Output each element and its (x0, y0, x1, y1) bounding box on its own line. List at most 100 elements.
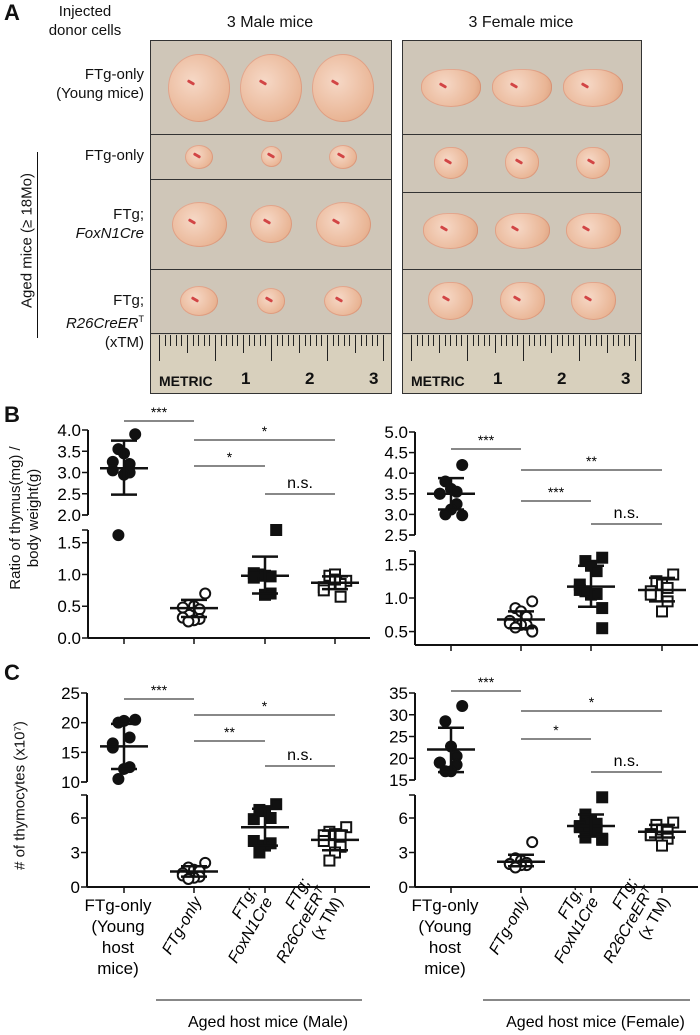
panel-b-letter: B (4, 402, 20, 427)
x-tick-label: FTg-only (159, 894, 206, 958)
data-point (456, 700, 469, 713)
row-label-line: FTg; (113, 206, 144, 223)
data-point (247, 571, 260, 584)
x-tick-label: (Young (418, 917, 471, 936)
data-point (526, 836, 539, 849)
photo-row (403, 192, 641, 270)
thymus-specimen (428, 282, 474, 320)
y-tick-label: 0 (71, 878, 80, 897)
data-point (661, 581, 674, 594)
x-tick-label: (Young (91, 917, 144, 936)
photo-row (151, 41, 391, 135)
ruler-mark: 1 (241, 369, 251, 388)
thymus-specimen (576, 147, 611, 179)
y-tick-label: 2.5 (384, 526, 408, 545)
y-tick-label: 3 (71, 844, 80, 863)
data-point (656, 605, 668, 618)
data-point (247, 813, 260, 826)
y-tick-label: 0.0 (57, 629, 81, 648)
ruler-mark: 2 (305, 369, 315, 388)
data-point (112, 773, 125, 786)
data-point (334, 590, 347, 603)
y-tick-label: 0 (399, 878, 408, 897)
y-tick-label: 2.5 (57, 485, 81, 504)
y-tick-label: 25 (389, 728, 408, 747)
photo-row (403, 134, 641, 193)
thymus-specimen (171, 201, 227, 247)
thymus-specimen (329, 144, 357, 169)
y-tick-label: 3.5 (384, 485, 408, 504)
x-tick-label: FTg-only (486, 894, 533, 958)
significance-label: * (262, 698, 268, 714)
data-point (112, 529, 125, 542)
data-point (264, 812, 277, 824)
donor-cells-header: Injected donor cells (48, 3, 122, 39)
thymus-specimen (433, 147, 468, 179)
x-tick-label: host (102, 938, 134, 957)
data-point (199, 587, 212, 600)
data-point (193, 603, 206, 616)
thymus-specimen (563, 68, 624, 107)
y-tick-label: 1.5 (384, 555, 408, 574)
ruler-mark: 2 (557, 369, 567, 388)
x-tick-label: mice) (424, 959, 466, 978)
data-point (253, 846, 266, 859)
data-point (106, 464, 119, 477)
y-tick-label: 15 (389, 771, 408, 790)
photo-row (151, 134, 391, 180)
y-tick-label: 4.5 (384, 444, 408, 463)
x-tick-label: host (429, 938, 461, 957)
chart-C-female: 1520253035036*****n.s.FTg-only(Younghost… (389, 674, 698, 1031)
y-tick-label: 4.0 (384, 464, 408, 483)
thymus-specimen (256, 288, 286, 314)
data-point (656, 839, 668, 852)
ruler-metric-label: METRIC (411, 373, 465, 389)
aged-bracket-line (37, 152, 38, 338)
data-point (323, 854, 336, 867)
y-tick-label: 0.5 (384, 623, 408, 642)
thymus-specimen (315, 201, 371, 247)
data-point (456, 509, 469, 522)
data-point (123, 731, 136, 744)
row-label-line: FTg; (113, 292, 144, 309)
significance-label: * (589, 694, 595, 710)
significance-label: n.s. (287, 747, 313, 764)
x-tick-label: mice) (97, 959, 139, 978)
thymus-specimen (180, 286, 218, 316)
thymus-specimen (324, 286, 362, 316)
row-label-line: R26CreER (65, 315, 139, 332)
x-tick-label: FTg-only (84, 896, 152, 915)
significance-label: * (262, 423, 268, 439)
male-column-header: 3 Male mice (226, 14, 314, 31)
aged-group-label: Aged host mice (Male) (188, 1014, 348, 1031)
row-label-aged-ftg-only: FTg-only (20, 146, 144, 165)
data-point (450, 485, 463, 498)
row-label-line: (Young mice) (56, 85, 144, 102)
thymus-specimen (423, 212, 479, 249)
panel-a-letter: A (4, 0, 20, 25)
y-tick-label: 15 (61, 743, 80, 762)
data-point (526, 595, 539, 608)
thymus-specimen (168, 53, 230, 122)
significance-label: ** (586, 453, 597, 469)
superscript: T (138, 314, 145, 324)
ruler-mark: 1 (493, 369, 503, 388)
thymus-specimen (185, 144, 213, 169)
y-tick-label: 25 (61, 684, 80, 703)
y-tick-label: 3 (399, 844, 408, 863)
significance-label: * (553, 722, 559, 738)
y-tick-label: 20 (389, 749, 408, 768)
significance-label: *** (478, 674, 495, 690)
row-label-line: FTg-only (84, 147, 144, 164)
female-thymus-photo: METRIC 1 2 3 (402, 40, 642, 394)
row-label-line: FTg-only (84, 66, 144, 83)
photo-row (151, 269, 391, 334)
thymus-specimen (499, 282, 545, 320)
x-tick-label: FTg;FoxN1Cre (225, 885, 276, 966)
x-tick-label: FTg;FoxN1Cre (551, 885, 602, 966)
data-point (644, 829, 657, 842)
significance-label: *** (548, 484, 565, 500)
photo-row (403, 41, 641, 135)
data-point (667, 568, 680, 581)
